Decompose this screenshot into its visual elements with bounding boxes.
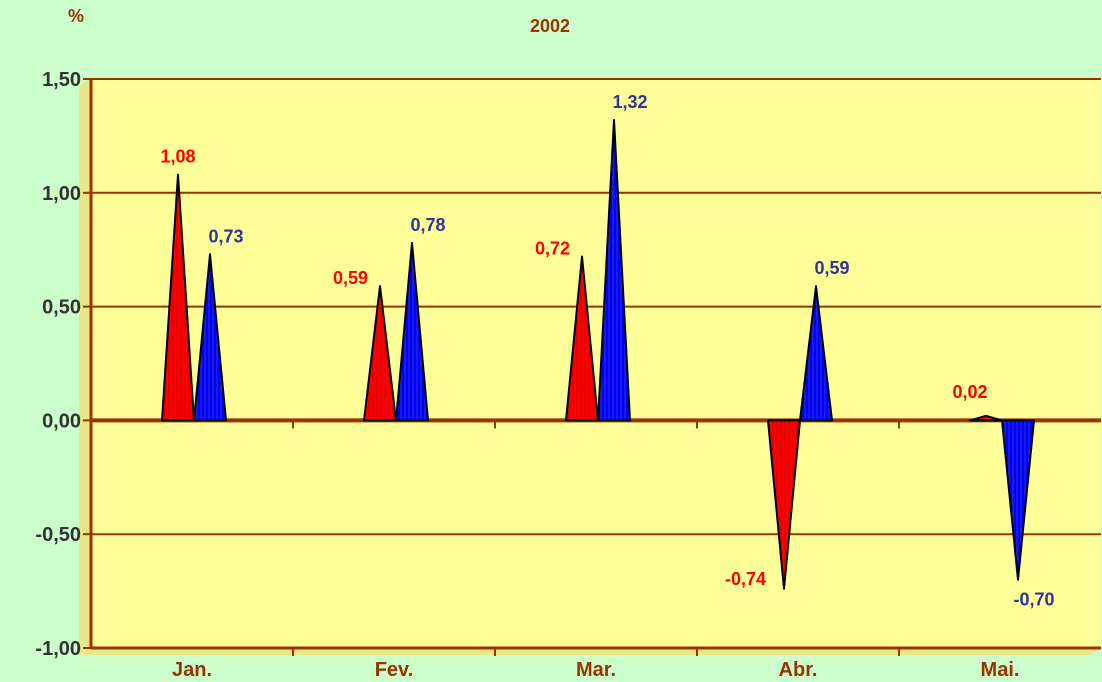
spike-red — [161, 173, 195, 422]
data-label: 0,73 — [208, 226, 243, 246]
spike-blue — [193, 253, 227, 422]
data-label: 1,32 — [612, 92, 647, 112]
spike-red — [767, 419, 801, 590]
y-tick-label: 1,50 — [42, 69, 81, 91]
chart-subtitle: 2002 — [530, 16, 570, 36]
x-tick-label: Mai. — [981, 659, 1020, 681]
spike-blue — [1001, 419, 1035, 581]
data-label: 0,59 — [333, 268, 368, 288]
y-tick-label: 1,00 — [42, 183, 81, 205]
y-tick-label: 0,50 — [42, 297, 81, 319]
x-tick-label: Abr. — [779, 659, 818, 681]
data-label: -0,74 — [725, 569, 766, 589]
y-tick-label: -1,00 — [35, 638, 81, 660]
spike-blue — [395, 241, 429, 422]
data-label: -0,70 — [1013, 590, 1054, 610]
spike-red — [565, 255, 599, 422]
y-tick-label: -0,50 — [35, 524, 81, 546]
plot-area — [91, 79, 1101, 648]
data-label: 0,72 — [535, 239, 570, 259]
spike-red — [363, 285, 397, 422]
spike-blue — [799, 285, 833, 422]
spike-red — [969, 414, 1003, 422]
spike-blue — [597, 118, 631, 422]
y-tick-label: 0,00 — [42, 410, 81, 432]
data-label: 1,08 — [160, 147, 195, 167]
data-label: 0,59 — [814, 258, 849, 278]
x-tick-label: Mar. — [576, 659, 616, 681]
y-axis-unit: % — [68, 6, 84, 26]
data-label: 0,02 — [952, 382, 987, 402]
x-tick-label: Jan. — [172, 659, 212, 681]
data-label: 0,78 — [410, 215, 445, 235]
x-tick-label: Fev. — [375, 659, 414, 681]
